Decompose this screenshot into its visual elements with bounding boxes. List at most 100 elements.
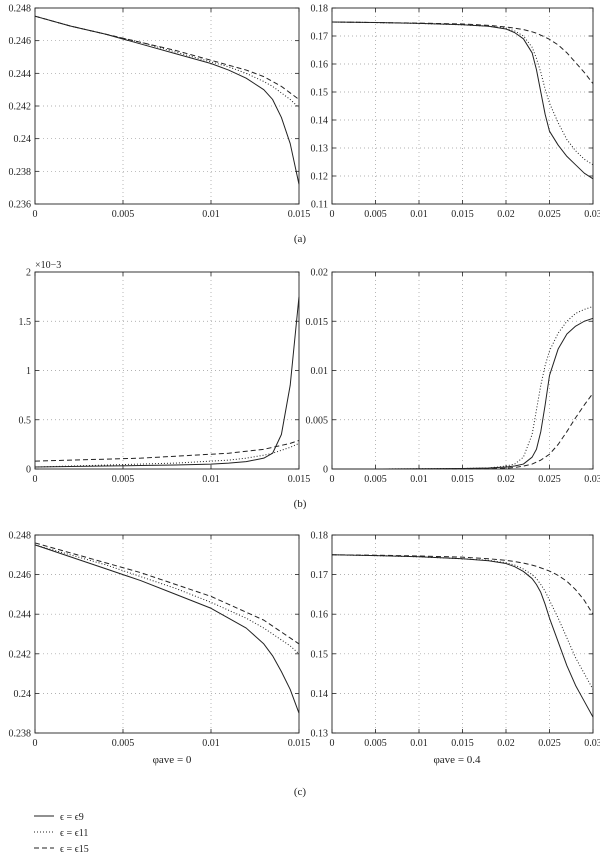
x-tick-label: 0 bbox=[330, 738, 335, 749]
series-line-dotted bbox=[331, 554, 594, 690]
x-tick-label: 0 bbox=[330, 209, 335, 220]
x-tick-label: 0.025 bbox=[538, 474, 561, 485]
chart-a-0: 0 0.005 0.01 0.015 0.236 0.238 0.24 0.242 0.244 0… bbox=[9, 4, 311, 221]
y-tick-label: 0.005 bbox=[306, 415, 329, 426]
plot-frame bbox=[331, 7, 594, 205]
series-line-dashed bbox=[34, 542, 300, 645]
x-tick-label: 0 bbox=[33, 209, 38, 220]
y-tick-label: 0.236 bbox=[9, 200, 32, 211]
column-label-right: φave = 0.4 bbox=[433, 754, 481, 766]
y-tick-label: 0.13 bbox=[311, 729, 329, 740]
chart-a-1: 0 0.005 0.01 0.015 0.02 0.025 0.03 0.11 0.12 0.13… bbox=[311, 4, 600, 221]
series-line-dashed bbox=[332, 392, 594, 470]
y-tick-label: 0.13 bbox=[311, 144, 329, 155]
series-line-solid bbox=[34, 296, 300, 468]
legend-label-dotted: ϵ = ϵ11 bbox=[60, 828, 88, 839]
x-tick-label: 0.01 bbox=[410, 738, 428, 749]
x-tick-label: 0 bbox=[33, 474, 38, 485]
series-line-dashed bbox=[34, 15, 300, 100]
x-tick-label: 0.01 bbox=[202, 209, 220, 220]
y-tick-label: 0.238 bbox=[9, 729, 32, 740]
x-tick-label: 0.02 bbox=[497, 209, 515, 220]
y-tick-label: 0.244 bbox=[9, 69, 32, 80]
plot-frame bbox=[34, 534, 300, 734]
x-tick-label: 0.02 bbox=[497, 474, 515, 485]
plot-frame bbox=[331, 271, 594, 470]
legend: ϵ = ϵ9 ϵ = ϵ11 ϵ = ϵ15 bbox=[34, 812, 89, 855]
chart-c-0: 0 0.005 0.01 0.015 0.238 0.24 0.242 0.244 0.246 0… bbox=[9, 531, 311, 750]
y-tick-label: 0.16 bbox=[311, 60, 329, 71]
x-tick-label: 0.005 bbox=[364, 738, 387, 749]
y-tick-label: 1 bbox=[26, 366, 31, 377]
x-tick-label: 0.005 bbox=[112, 474, 135, 485]
x-tick-label: 0.02 bbox=[497, 738, 515, 749]
x-tick-label: 0.005 bbox=[364, 474, 387, 485]
y-tick-label: 0 bbox=[323, 465, 328, 476]
y-tick-label: 0.246 bbox=[9, 570, 32, 581]
x-tick-label: 0.01 bbox=[202, 474, 220, 485]
y-tick-label: 0.02 bbox=[311, 268, 329, 279]
y-tick-label: 0.18 bbox=[311, 531, 329, 542]
x-tick-label: 0.03 bbox=[584, 738, 600, 749]
y-tick-label: 0.11 bbox=[311, 200, 328, 211]
y-tick-label: 2 bbox=[26, 268, 31, 279]
y-tick-label: 0.17 bbox=[311, 32, 329, 43]
y-tick-label: 0.15 bbox=[311, 88, 329, 99]
y-tick-label: 0.16 bbox=[311, 610, 329, 621]
x-tick-label: 0.005 bbox=[364, 209, 387, 220]
y-tick-label: 0.242 bbox=[9, 649, 32, 660]
y-tick-label: 0.17 bbox=[311, 570, 329, 581]
y-tick-label: 0.246 bbox=[9, 36, 32, 47]
y-tick-label: 0.015 bbox=[306, 317, 329, 328]
y-tick-label: 0.238 bbox=[9, 167, 32, 178]
y-tick-label: 0.242 bbox=[9, 102, 32, 113]
y-scale-label: ×10−3 bbox=[35, 260, 61, 271]
series-line-dotted bbox=[331, 21, 594, 166]
x-tick-label: 0.005 bbox=[112, 209, 135, 220]
y-tick-label: 0.24 bbox=[14, 689, 32, 700]
chart-b-1: 0 0.005 0.01 0.015 0.02 0.025 0.03 0 0.005 0.01 0.… bbox=[306, 268, 600, 486]
chart-c-1: 0 0.005 0.01 0.015 0.02 0.025 0.03 0.13 0.14 0.15… bbox=[311, 531, 600, 750]
series-line-dashed bbox=[331, 554, 594, 615]
y-tick-label: 0.5 bbox=[19, 415, 32, 426]
y-tick-label: 0.14 bbox=[311, 116, 329, 127]
legend-label-dashed: ϵ = ϵ15 bbox=[60, 844, 89, 855]
x-tick-label: 0.005 bbox=[112, 738, 135, 749]
series-line-solid bbox=[34, 15, 300, 185]
y-tick-label: 0.244 bbox=[9, 610, 32, 621]
x-tick-label: 0 bbox=[330, 474, 335, 485]
series-line-dashed bbox=[34, 439, 300, 462]
panel-label-c: (c) bbox=[294, 786, 307, 798]
x-tick-label: 0.015 bbox=[288, 209, 311, 220]
series-line-solid bbox=[34, 544, 300, 714]
series-line-dashed bbox=[331, 21, 594, 84]
x-tick-label: 0.015 bbox=[288, 738, 311, 749]
y-tick-label: 1.5 bbox=[19, 317, 32, 328]
y-tick-label: 0.01 bbox=[311, 366, 329, 377]
x-tick-label: 0.03 bbox=[584, 474, 600, 485]
series-line-dotted bbox=[34, 442, 300, 468]
legend-label-solid: ϵ = ϵ9 bbox=[60, 812, 84, 823]
x-tick-label: 0.01 bbox=[202, 738, 220, 749]
y-tick-label: 0.248 bbox=[9, 531, 32, 542]
series-line-dotted bbox=[34, 15, 300, 108]
x-tick-label: 0.01 bbox=[410, 474, 428, 485]
chart-b-0: 0 0.005 0.01 0.015 0 0.5 1 1.5 2 ×10−3 bbox=[19, 260, 311, 485]
x-tick-label: 0.025 bbox=[538, 209, 561, 220]
y-tick-label: 0.24 bbox=[14, 134, 32, 145]
y-tick-label: 0.15 bbox=[311, 649, 329, 660]
series-line-dotted bbox=[34, 544, 300, 655]
panel-label-b: (b) bbox=[294, 498, 307, 510]
x-tick-label: 0.01 bbox=[410, 209, 428, 220]
y-tick-label: 0.18 bbox=[311, 4, 329, 15]
y-tick-label: 0.14 bbox=[311, 689, 329, 700]
y-tick-label: 0.12 bbox=[311, 172, 329, 183]
panel-label-a: (a) bbox=[294, 233, 307, 245]
x-tick-label: 0 bbox=[33, 738, 38, 749]
x-tick-label: 0.015 bbox=[451, 474, 474, 485]
y-tick-label: 0.248 bbox=[9, 4, 32, 15]
x-tick-label: 0.015 bbox=[288, 474, 311, 485]
x-tick-label: 0.015 bbox=[451, 209, 474, 220]
y-tick-label: 0 bbox=[26, 465, 31, 476]
